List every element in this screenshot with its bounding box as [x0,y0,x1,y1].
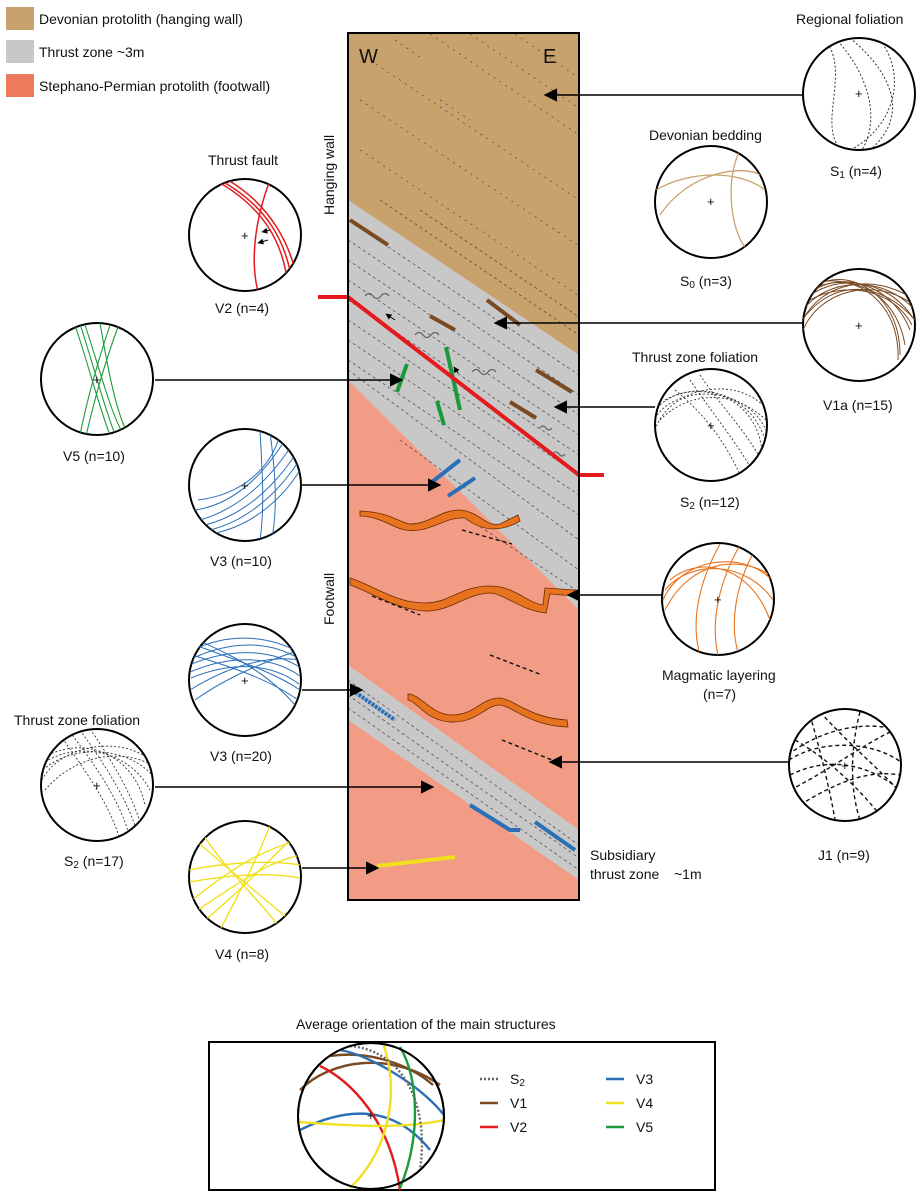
j1-joints [371,529,553,761]
stereonet-title: Thrust zone foliation [632,349,758,365]
stereonet-label: V4 (n=8) [215,946,269,962]
center-mark: + [241,478,249,493]
stereonet-title: Regional foliation [796,11,903,27]
stereonet-label: J1 (n=9) [818,847,870,863]
average-title: Average orientation of the main structur… [296,1016,556,1032]
center-mark: + [93,778,101,793]
stereonet-title: Magmatic layering [662,667,776,683]
legend-swatch-hanging-wall [6,7,34,30]
stereonet-v1a: + V1a (n=15) [802,268,916,413]
stereonet-thrust-zone-foliation-bottom: Thrust zone foliation + S2 (n=17) [14,712,154,871]
legend-swatch-thrust-zone [6,40,34,63]
average-frame [208,1041,716,1191]
subsidiary-label-line2: thrust zone [590,866,659,882]
stereonet-label: V3 (n=10) [210,553,272,569]
legend-label-hanging-wall: Devonian protolith (hanging wall) [39,11,243,27]
slip-arrows [257,227,271,245]
stereonet-label: V3 (n=20) [210,748,272,764]
center-mark: + [855,86,863,101]
subsidiary-thrust-zone [348,665,579,880]
v4-vein [376,855,456,868]
stereonet-label: V1a (n=15) [823,397,893,413]
stereonet-v3-b: + V3 (n=20) [188,623,302,764]
main-thrust-zone [348,200,579,610]
center-mark: + [241,673,249,688]
fault-slip-arrows [385,313,460,374]
legend-v5: V5 [636,1119,653,1135]
west-label: W [359,46,378,68]
stereonet-thrust-fault: Thrust fault + V2 (n=4) [188,152,302,316]
subsidiary-label-line1: Subsidiary [590,847,655,863]
average-orientation-panel: Average orientation of the main structur… [208,1016,716,1191]
stereonet-label: S0 (n=3) [680,273,732,291]
center-mark: + [707,194,715,209]
thrust-zone-foliation [348,199,579,593]
stereonet-j1: + J1 (n=9) [788,708,902,863]
legend-s2: S2 [510,1071,525,1089]
cross-section: W E Hanging wall Footwall Subsidiary thr… [318,32,702,901]
stereonet-regional-foliation: Regional foliation + S1 (n=4) [796,11,916,181]
center-mark: + [841,758,849,773]
legend-v4: V4 [636,1095,653,1111]
legend-v2: V2 [510,1119,527,1135]
average-legend: S2 V1 V2 V3 V4 V5 [480,1071,653,1135]
legend-label-thrust-zone: Thrust zone ~3m [39,44,144,60]
s-folds [364,292,566,457]
hanging-wall-label: Hanging wall [321,135,337,215]
subsidiary-zone-foliation [348,679,579,871]
center-mark: + [714,592,722,607]
center-mark: + [855,318,863,333]
v1-veins [348,218,574,420]
center-mark: + [707,418,715,433]
east-label: E [543,46,556,68]
stereonet-label: V2 (n=4) [215,300,269,316]
stereonet-devonian-bedding: Devonian bedding + S0 (n=3) [649,127,768,291]
average-great-circles [297,1042,445,1191]
section-frame [347,32,580,901]
legend-v3: V3 [636,1071,653,1087]
stereonet-title: Devonian bedding [649,127,762,143]
hanging-wall-unit [348,33,579,355]
legend-label-footwall: Stephano-Permian protolith (footwall) [39,78,270,94]
stereonet-v3-a: + V3 (n=10) [188,428,302,569]
center-mark: + [367,1108,375,1123]
stereonet-label: V5 (n=10) [63,448,125,464]
stereonet-label: S2 (n=12) [680,494,740,512]
legend: Devonian protolith (hanging wall) Thrust… [6,7,270,97]
stereonet-thrust-zone-foliation-top: Thrust zone foliation + S2 (n=12) [632,349,768,512]
legend-v1: V1 [510,1095,527,1111]
stereonet-label: S1 (n=4) [830,163,882,181]
stereonet-magmatic-layering: + Magmatic layering (n=7) [661,542,776,702]
stereonet-v5: + V5 (n=10) [40,322,154,464]
connector-arrows [155,88,803,875]
center-mark: + [93,372,101,387]
stereonet-title: Thrust zone foliation [14,712,140,728]
legend-swatch-footwall [6,74,34,97]
stereonet-label: S2 (n=17) [64,853,124,871]
stereonet-v4: V4 (n=8) [188,820,302,962]
center-mark: + [241,228,249,243]
subsidiary-thickness-label: ~1m [674,866,702,882]
stereonet-title: Thrust fault [208,152,278,168]
stereonet-label: (n=7) [703,686,736,702]
footwall-label: Footwall [321,573,337,625]
hanging-wall-foliation [359,33,579,297]
main-thrust-fault [318,295,604,477]
